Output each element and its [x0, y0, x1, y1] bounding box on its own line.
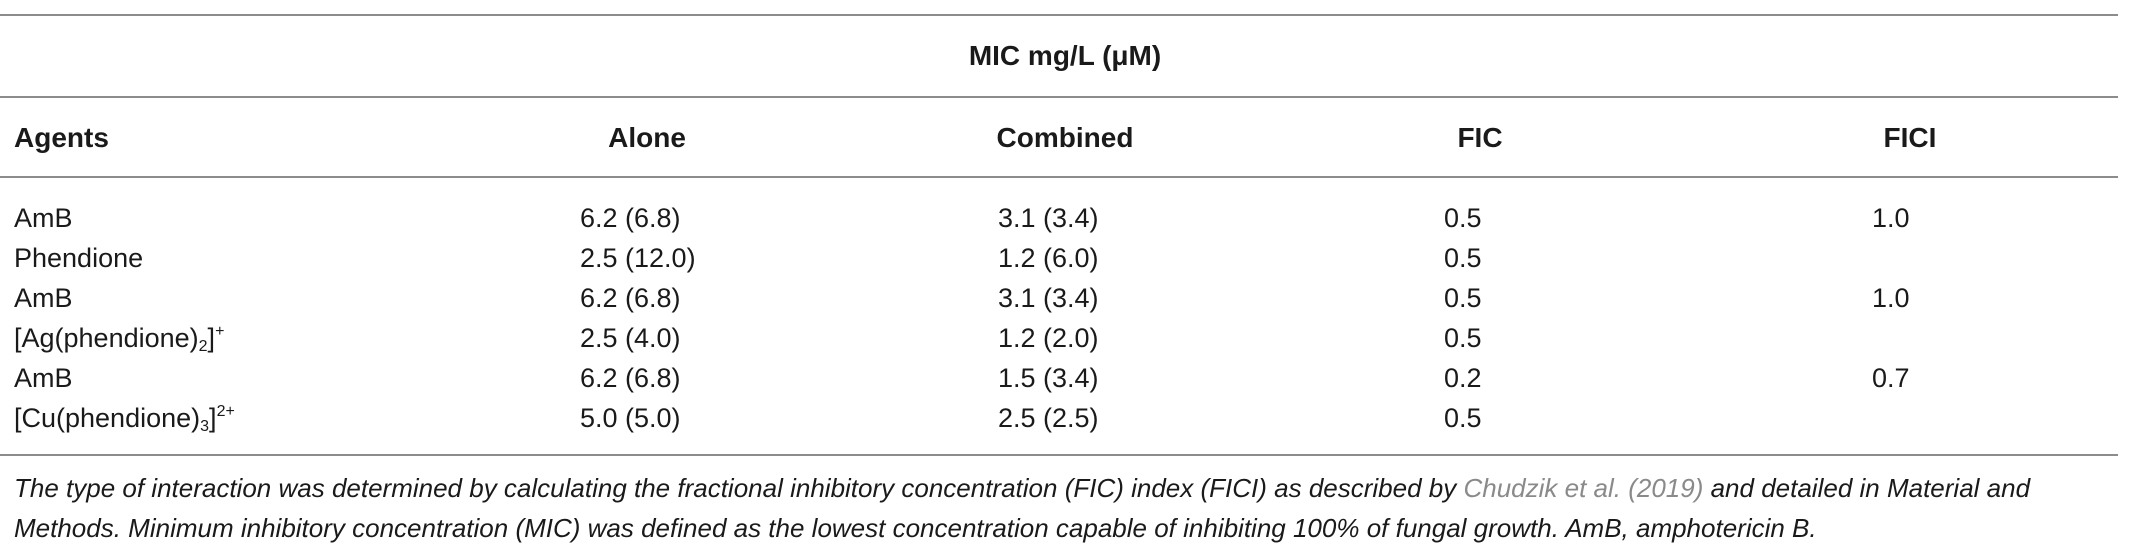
- fici-cell: 1.0: [1872, 203, 1910, 233]
- citation-link[interactable]: Chudzik et al. (2019): [1463, 473, 1704, 503]
- footnote-text-part2: and detailed in Material and: [1703, 473, 2031, 503]
- column-header-alone: Alone: [608, 122, 686, 153]
- combined-cell: 1.2 (2.0): [998, 323, 1099, 353]
- alone-cell: 2.5 (12.0): [580, 243, 696, 273]
- table-row: AmB 6.2 (6.8) 3.1 (3.4) 0.5 1.0: [0, 283, 2130, 323]
- column-header-combined: Combined: [996, 122, 1134, 153]
- combined-cell: 1.2 (6.0): [998, 243, 1099, 273]
- alone-cell: 2.5 (4.0): [580, 323, 681, 353]
- table-top-rule: [0, 14, 2118, 16]
- alone-cell: 6.2 (6.8): [580, 203, 681, 233]
- combined-cell: 3.1 (3.4): [998, 283, 1099, 313]
- mic-group-header: MIC mg/L (μM): [968, 40, 1162, 71]
- group-header-rule: [0, 96, 2118, 98]
- table-footnote: The type of interaction was determined b…: [14, 468, 2114, 548]
- fici-cell: 0.7: [1872, 363, 1910, 393]
- agent-cell: [Ag(phendione)2]+: [14, 323, 225, 355]
- table-bottom-rule: [0, 454, 2118, 456]
- table-row: [Ag(phendione)2]+ 2.5 (4.0) 1.2 (2.0) 0.…: [0, 323, 2130, 363]
- table-row: [Cu(phendione)3]2+ 5.0 (5.0) 2.5 (2.5) 0…: [0, 403, 2130, 443]
- column-header-fici: FICI: [1883, 122, 1937, 153]
- table-row: AmB 6.2 (6.8) 3.1 (3.4) 0.5 1.0: [0, 203, 2130, 243]
- fic-cell: 0.5: [1444, 323, 1482, 353]
- column-header-fic: FIC: [1457, 122, 1503, 153]
- fici-cell: 1.0: [1872, 283, 1910, 313]
- agent-cell: AmB: [14, 203, 73, 233]
- alone-cell: 6.2 (6.8): [580, 363, 681, 393]
- fic-cell: 0.2: [1444, 363, 1482, 393]
- combined-cell: 1.5 (3.4): [998, 363, 1099, 393]
- agent-cell: AmB: [14, 363, 73, 393]
- fic-cell: 0.5: [1444, 403, 1482, 433]
- combined-cell: 2.5 (2.5): [998, 403, 1099, 433]
- agent-cell: [Cu(phendione)3]2+: [14, 403, 235, 435]
- footnote-text-part1: The type of interaction was determined b…: [14, 473, 1464, 503]
- column-header-agents: Agents: [14, 122, 109, 153]
- fic-cell: 0.5: [1444, 203, 1482, 233]
- footnote-text-line2: Methods. Minimum inhibitory concentratio…: [14, 513, 1817, 543]
- fic-cell: 0.5: [1444, 283, 1482, 313]
- alone-cell: 5.0 (5.0): [580, 403, 681, 433]
- alone-cell: 6.2 (6.8): [580, 283, 681, 313]
- table-row: Phendione 2.5 (12.0) 1.2 (6.0) 0.5: [0, 243, 2130, 283]
- fic-cell: 0.5: [1444, 243, 1482, 273]
- column-header-rule: [0, 176, 2118, 178]
- agent-cell: Phendione: [14, 243, 144, 273]
- table-row: AmB 6.2 (6.8) 1.5 (3.4) 0.2 0.7: [0, 363, 2130, 403]
- agent-cell: AmB: [14, 283, 73, 313]
- combined-cell: 3.1 (3.4): [998, 203, 1099, 233]
